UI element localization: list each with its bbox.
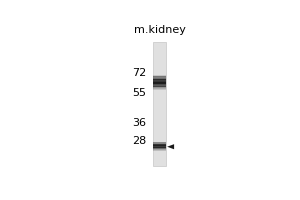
Bar <box>153 86 166 87</box>
Bar <box>153 142 166 143</box>
Bar <box>153 86 166 87</box>
Bar <box>153 143 166 144</box>
Bar <box>153 85 166 86</box>
Bar <box>153 147 166 148</box>
Bar <box>153 82 166 84</box>
Bar <box>153 144 166 145</box>
Bar <box>153 76 166 77</box>
Bar <box>153 87 166 88</box>
Bar <box>153 81 166 82</box>
Bar <box>153 89 166 90</box>
Bar <box>153 79 166 80</box>
Text: 36: 36 <box>132 118 146 128</box>
Bar <box>153 79 166 80</box>
Text: 28: 28 <box>132 136 146 146</box>
Bar <box>153 77 166 78</box>
Bar <box>153 78 166 79</box>
Bar <box>153 150 166 151</box>
Bar <box>153 42 166 166</box>
Bar <box>153 83 166 84</box>
Bar <box>153 150 166 151</box>
Bar <box>153 142 166 143</box>
Bar <box>153 89 166 90</box>
Text: m.kidney: m.kidney <box>134 25 185 35</box>
Polygon shape <box>167 144 174 149</box>
Bar <box>153 147 166 148</box>
Text: 55: 55 <box>132 88 146 98</box>
Bar <box>153 88 166 89</box>
Bar <box>153 75 166 76</box>
Bar <box>153 149 166 150</box>
Bar <box>153 148 166 149</box>
Bar <box>153 80 166 81</box>
Bar <box>153 146 166 147</box>
Bar <box>153 144 166 145</box>
Text: 72: 72 <box>132 68 146 78</box>
Bar <box>153 145 166 146</box>
Bar <box>153 82 166 83</box>
Bar <box>153 145 166 146</box>
Bar <box>153 84 166 85</box>
Bar <box>153 76 166 77</box>
